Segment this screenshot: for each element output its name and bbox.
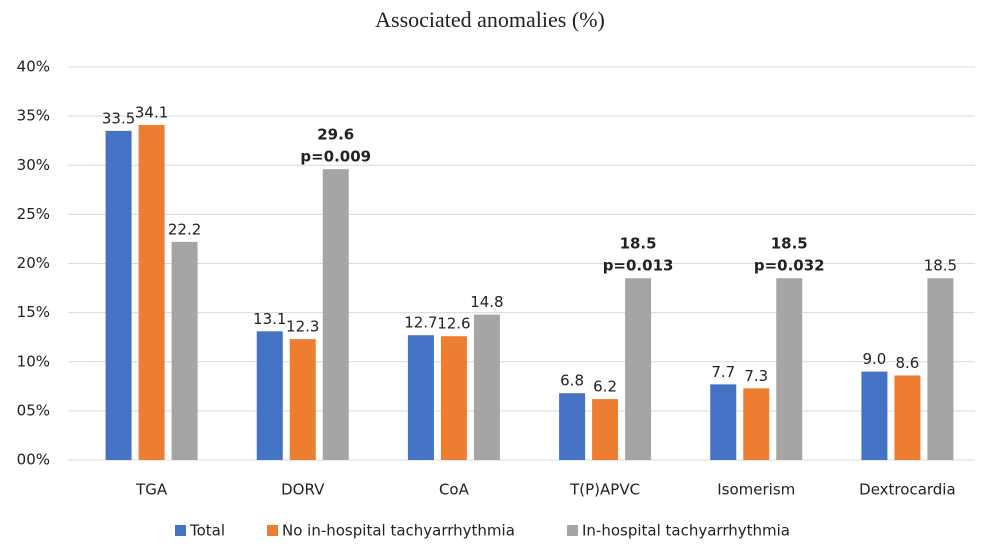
- x-tick-label: Isomerism: [717, 481, 795, 499]
- x-tick-label: T(P)APVC: [569, 481, 640, 499]
- x-tick-label: TGA: [135, 481, 168, 499]
- bar: [927, 278, 954, 460]
- data-label: 12.6: [437, 315, 470, 333]
- p-value-label: p=0.013: [603, 257, 674, 275]
- bar: [440, 336, 467, 460]
- y-tick-label: 00%: [17, 451, 50, 469]
- bar: [861, 371, 888, 460]
- y-tick-label: 10%: [17, 352, 50, 370]
- y-tick-label: 40%: [17, 58, 50, 76]
- data-label: 6.2: [593, 378, 617, 396]
- legend-swatch: [567, 525, 578, 536]
- bar: [743, 388, 770, 460]
- data-label: 12.7: [404, 314, 437, 332]
- legend-swatch: [267, 525, 278, 536]
- bar: [322, 169, 349, 460]
- bar: [592, 399, 619, 460]
- bar: [289, 339, 316, 460]
- legend-label: No in-hospital tachyarrhythmia: [282, 522, 515, 540]
- bar: [625, 278, 652, 460]
- chart-title: Associated anomalies (%): [375, 7, 605, 32]
- data-label: 6.8: [560, 372, 584, 390]
- x-tick-label: CoA: [439, 481, 470, 499]
- bar: [138, 124, 165, 460]
- data-label: 34.1: [135, 103, 168, 121]
- data-label: 14.8: [470, 293, 503, 311]
- data-label: 18.5: [620, 235, 657, 253]
- y-tick-label: 30%: [17, 156, 50, 174]
- bar: [407, 335, 434, 460]
- bar: [105, 130, 132, 461]
- bar: [776, 278, 803, 460]
- y-tick-label: 20%: [17, 254, 50, 272]
- data-label: 29.6: [317, 126, 354, 144]
- legend-swatch: [175, 525, 186, 536]
- data-label: 22.2: [168, 220, 201, 238]
- y-tick-label: 15%: [17, 303, 50, 321]
- x-tick-label: DORV: [281, 481, 325, 499]
- bar: [894, 375, 921, 460]
- data-label: 12.3: [286, 318, 319, 336]
- data-label: 7.7: [711, 363, 735, 381]
- bar: [473, 314, 500, 460]
- y-tick-label: 25%: [17, 205, 50, 223]
- data-label: 18.5: [924, 257, 957, 275]
- bar: [559, 393, 586, 460]
- data-label: 9.0: [862, 350, 886, 368]
- p-value-label: p=0.032: [754, 257, 825, 275]
- p-value-label: p=0.009: [300, 148, 371, 166]
- legend-label: Total: [189, 522, 225, 540]
- y-tick-label: 35%: [17, 107, 50, 125]
- x-tick-label: Dextrocardia: [859, 481, 956, 499]
- y-tick-label: 05%: [17, 401, 50, 419]
- bar: [256, 331, 283, 460]
- data-label: 33.5: [102, 109, 135, 127]
- data-label: 8.6: [895, 354, 919, 372]
- bar: [171, 241, 198, 460]
- bar: [710, 384, 737, 460]
- data-label: 7.3: [744, 367, 768, 385]
- data-label: 18.5: [771, 235, 808, 253]
- legend-label: In-hospital tachyarrhythmia: [582, 522, 790, 540]
- data-label: 13.1: [253, 310, 286, 328]
